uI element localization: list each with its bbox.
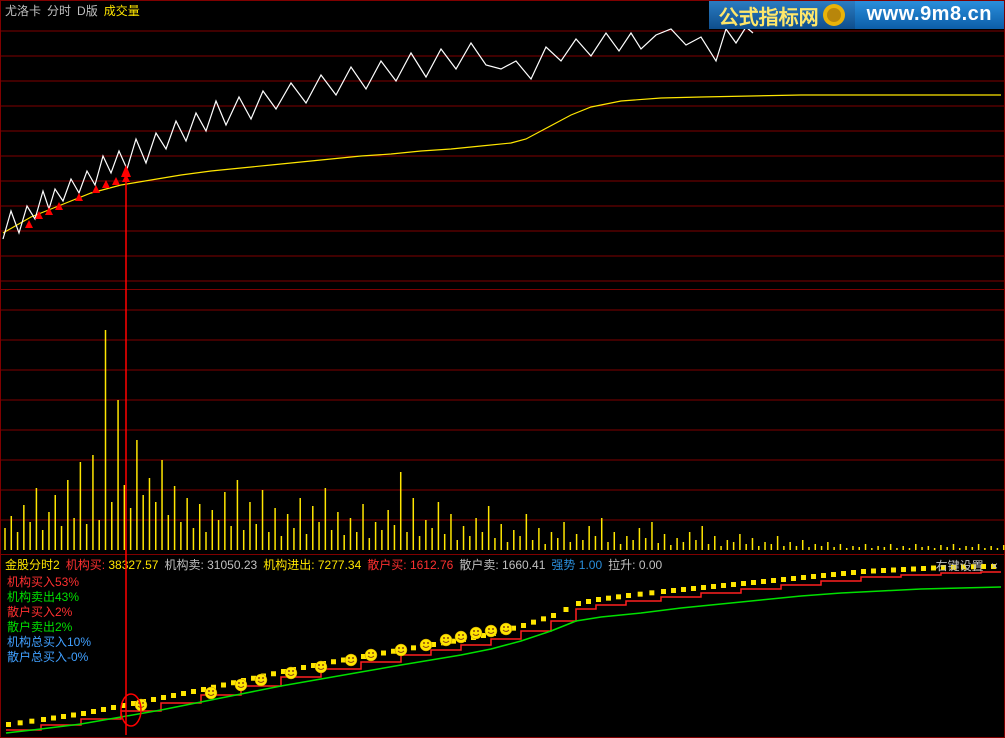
version-label: D版 <box>77 2 98 19</box>
watermark-badge-icon <box>823 4 845 26</box>
close-icon[interactable]: × <box>991 559 998 573</box>
price-chart-svg[interactable] <box>1 1 1005 291</box>
indicator-metric: 散户卖: 1660.41 <box>459 556 545 573</box>
indicator-label: 散户总买入-0% <box>7 650 91 665</box>
indicator-label: 机构卖出43% <box>7 590 91 605</box>
indicator-metric: 机构进出: 7277.34 <box>263 556 361 573</box>
price-panel[interactable]: 尤洛卡 分时 D版 成交量 公式指标网 www.9m8.cn <box>0 0 1005 290</box>
panel-settings-button[interactable]: 右键设置 × <box>936 557 998 574</box>
indicator-label: 散户卖出2% <box>7 620 91 635</box>
indicator-metric: 机构买: 38327.57 <box>66 556 159 573</box>
settings-label[interactable]: 右键设置 <box>936 559 984 573</box>
indicator-metric: 散户买: 1612.76 <box>367 556 453 573</box>
indicator-label: 散户买入2% <box>7 605 91 620</box>
watermark-text-left: 公式指标网 <box>719 1 819 30</box>
volume-panel[interactable] <box>0 290 1005 555</box>
indicator-chart-svg[interactable] <box>1 555 1005 738</box>
stock-name: 尤洛卡 <box>5 2 41 19</box>
indicator-metric: 机构卖: 31050.23 <box>164 556 257 573</box>
indicator-metric: 金股分时2 <box>5 556 60 573</box>
volume-chart-svg[interactable] <box>1 290 1005 555</box>
indicator-label: 机构买入53% <box>7 575 91 590</box>
stock-chart-app: { "header": { "stock_name": "尤洛卡", "peri… <box>0 0 1005 738</box>
volume-label: 成交量 <box>104 2 140 19</box>
watermark-left: 公式指标网 <box>709 1 855 29</box>
indicator-label: 机构总买入10% <box>7 635 91 650</box>
watermark: 公式指标网 www.9m8.cn <box>709 1 1004 29</box>
indicator-side-labels: 机构买入53%机构卖出43%散户买入2%散户卖出2%机构总买入10%散户总买入-… <box>7 575 91 665</box>
indicator-metric: 拉升: 0.00 <box>608 556 662 573</box>
period-label: 分时 <box>47 2 71 19</box>
indicator-metric: 强势 1.00 <box>551 556 602 573</box>
indicator-header: 金股分时2 机构买: 38327.57 机构卖: 31050.23 机构进出: 727… <box>5 555 1000 573</box>
indicator-panel[interactable]: 金股分时2 机构买: 38327.57 机构卖: 31050.23 机构进出: 727… <box>0 555 1005 738</box>
watermark-right: www.9m8.cn <box>855 1 1004 29</box>
